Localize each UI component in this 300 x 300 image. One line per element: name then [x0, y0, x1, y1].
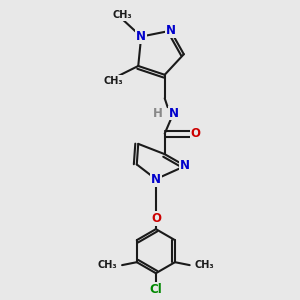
Text: CH₃: CH₃ — [195, 260, 214, 270]
Text: Cl: Cl — [149, 283, 162, 296]
Text: H: H — [152, 106, 162, 119]
Text: CH₃: CH₃ — [97, 260, 117, 270]
Text: N: N — [180, 159, 190, 172]
Text: CH₃: CH₃ — [112, 11, 132, 20]
Text: N: N — [169, 106, 178, 119]
Text: N: N — [136, 30, 146, 43]
Text: CH₃: CH₃ — [103, 76, 123, 86]
Text: N: N — [151, 172, 161, 186]
Text: O: O — [190, 127, 201, 140]
Text: N: N — [166, 24, 176, 37]
Text: O: O — [151, 212, 161, 225]
